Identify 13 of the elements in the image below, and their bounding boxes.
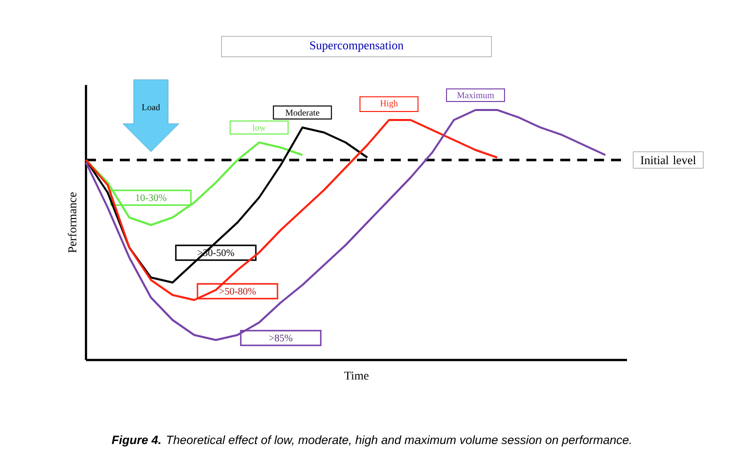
ref-line-label: Initial level: [640, 156, 696, 164]
x-axis-title: Time: [344, 372, 368, 380]
series-label: low: [252, 124, 266, 131]
text: Figure 4. Theoretical effect of low, moderate, high and maximum volume session on performance.: [112, 435, 631, 446]
series-label: High: [380, 100, 398, 108]
annotation: >85%: [269, 334, 292, 342]
annotation: >50-80%: [219, 288, 256, 295]
annotation: Load: [142, 104, 160, 110]
chart-title: Supercompensation: [310, 41, 404, 52]
annotation: 10-30%: [136, 194, 166, 202]
y-axis-title: Performance: [68, 192, 76, 253]
series-label: Moderate: [285, 109, 320, 116]
series-label: Maximum: [457, 92, 494, 98]
